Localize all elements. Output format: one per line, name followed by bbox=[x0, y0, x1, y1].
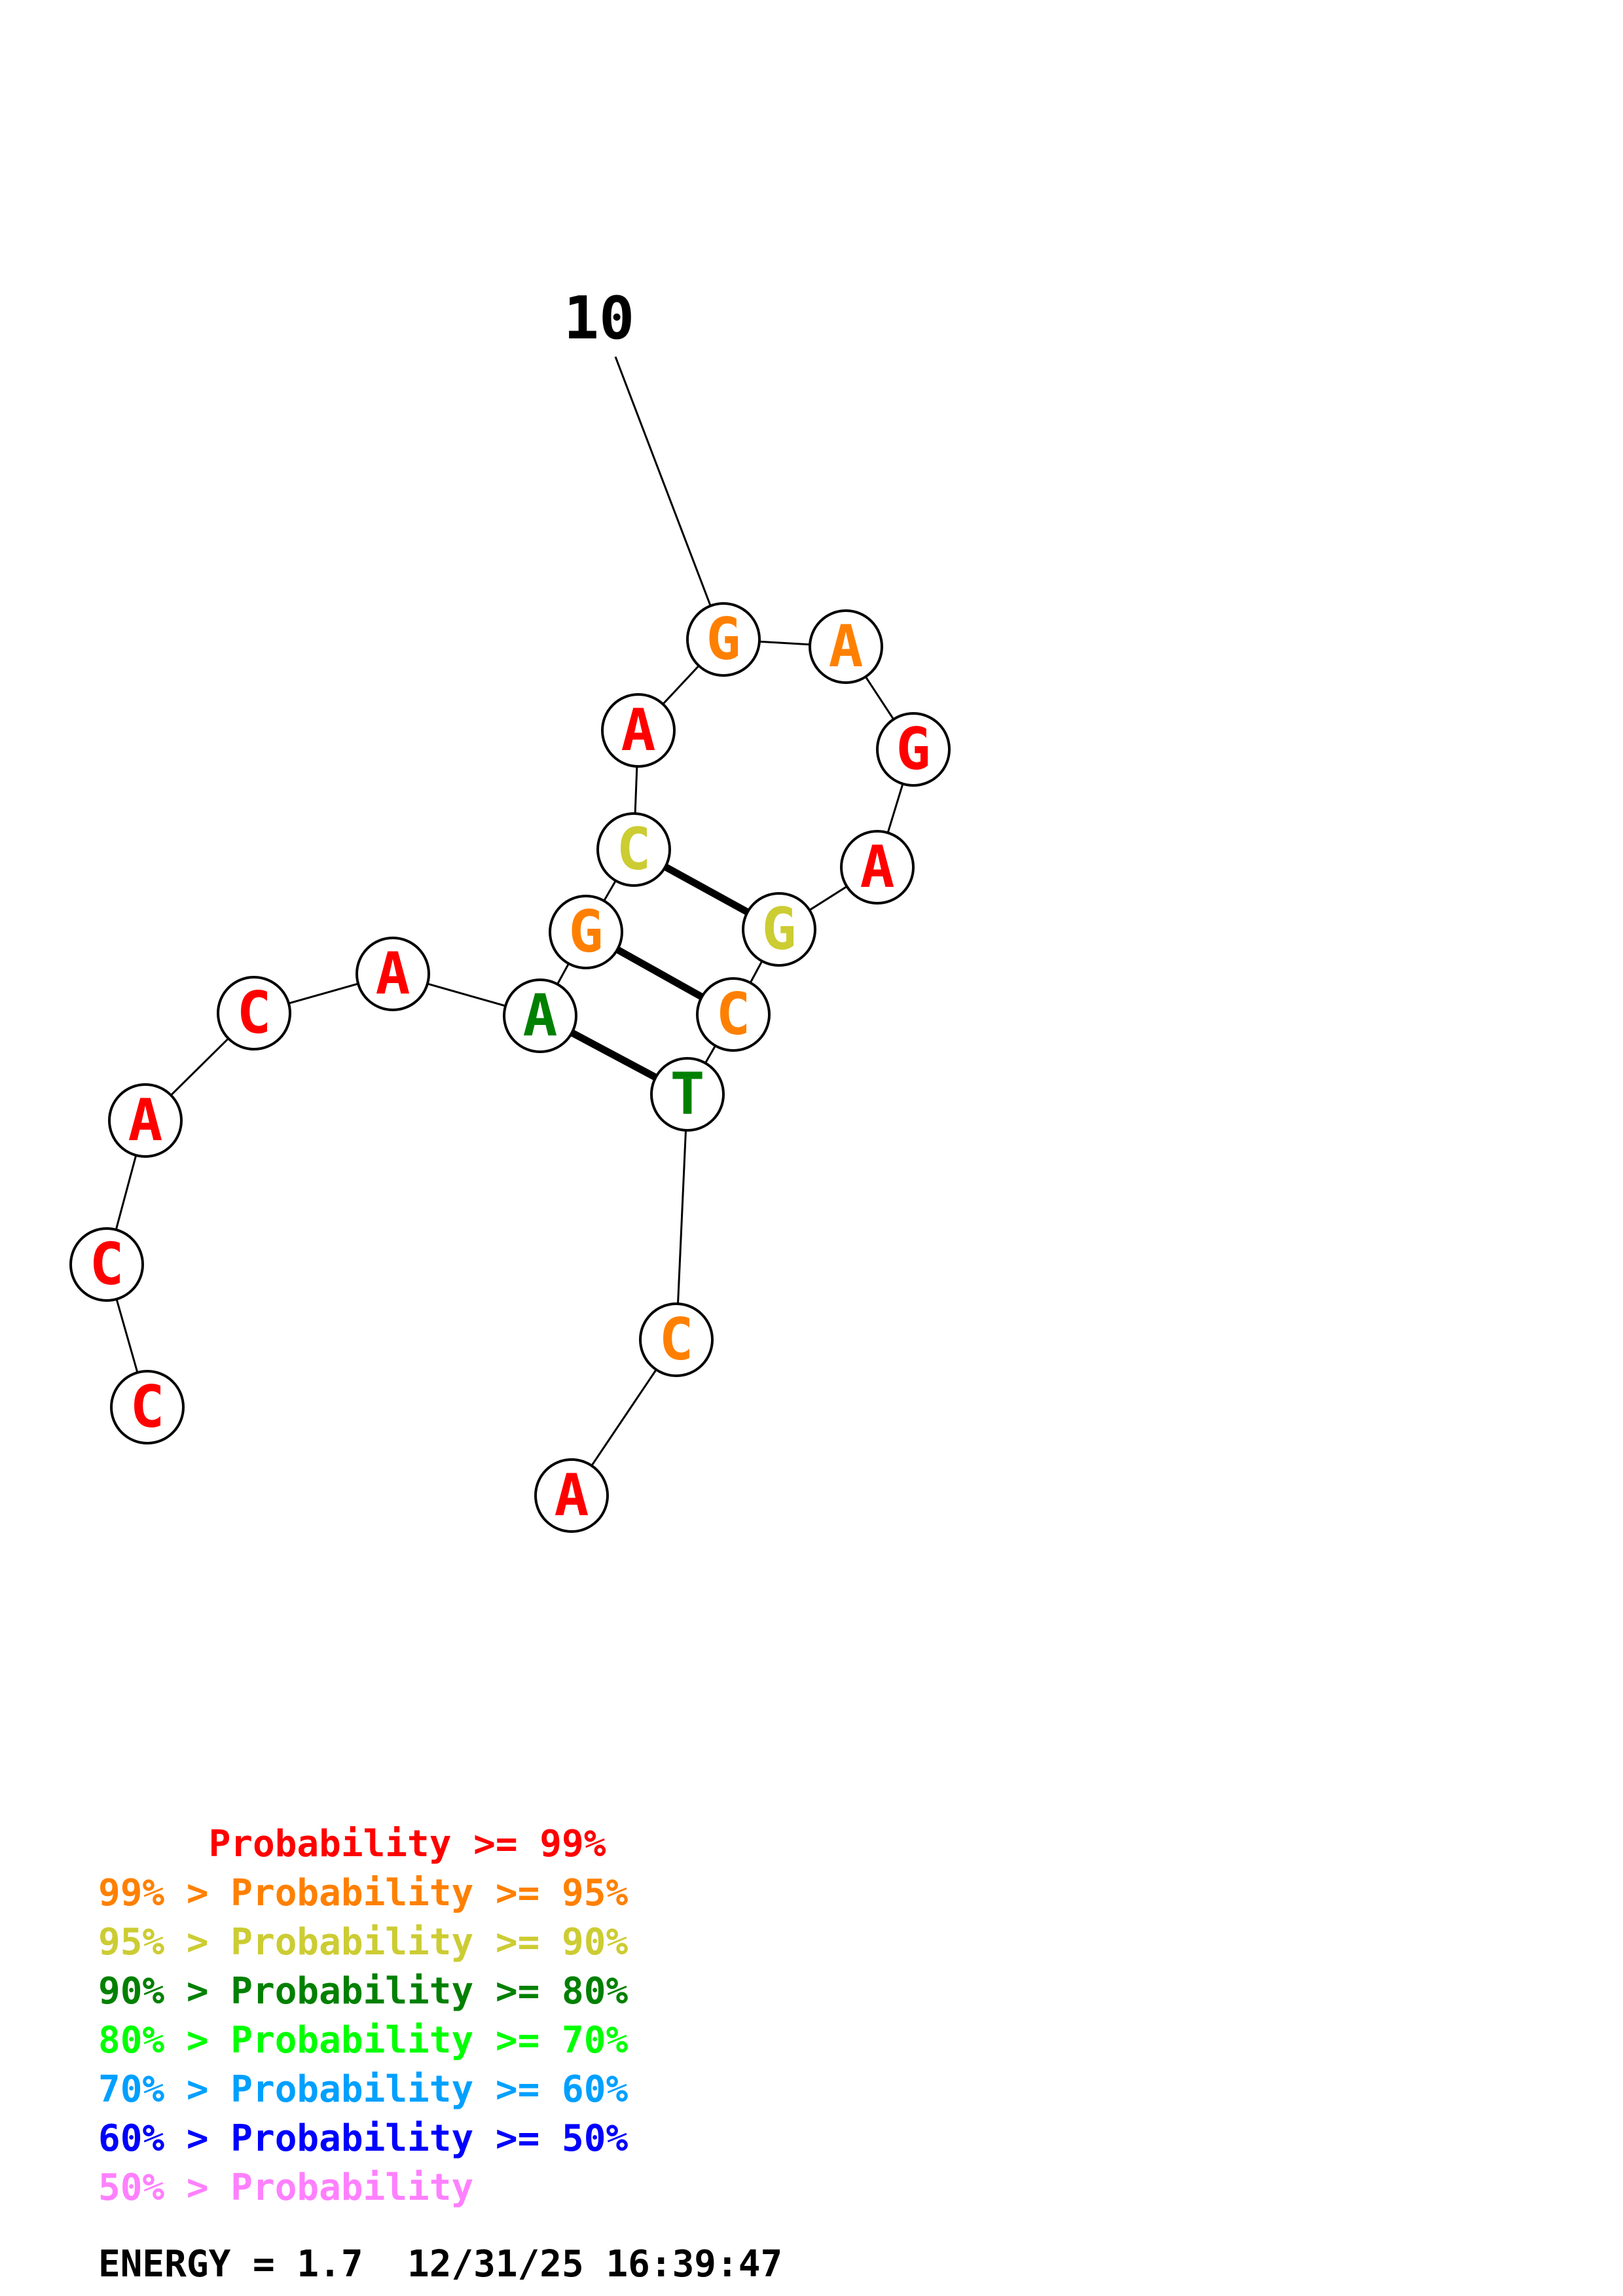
nucleotide-letter: A bbox=[523, 982, 558, 1049]
nucleotide-15: C bbox=[696, 977, 771, 1052]
nucleotide-circle bbox=[110, 1370, 185, 1444]
nucleotide-18: A bbox=[534, 1458, 609, 1533]
nucleotide-10: G bbox=[686, 602, 761, 677]
nucleotide-letter: C bbox=[617, 816, 651, 883]
nucleotide-circle bbox=[650, 1057, 725, 1132]
base-pair-line bbox=[570, 1030, 658, 1081]
nucleotide-letter: C bbox=[237, 979, 272, 1047]
nucleotide-letter: A bbox=[555, 1462, 589, 1529]
nucleotide-11: A bbox=[809, 609, 883, 684]
nucleotide-letter: G bbox=[762, 895, 797, 963]
nucleotide-circle bbox=[534, 1458, 609, 1533]
nucleotide-letter: G bbox=[896, 715, 931, 783]
nucleotide-circle bbox=[356, 937, 430, 1011]
nucleotide-letter: G bbox=[706, 605, 741, 673]
nucleotide-12: G bbox=[876, 712, 951, 787]
nucleotide-circle bbox=[639, 1302, 714, 1377]
nucleotide-2: C bbox=[69, 1227, 144, 1302]
nucleotide-letter: A bbox=[621, 696, 656, 764]
base-pair-line bbox=[663, 863, 750, 916]
nucleotide-letter: A bbox=[829, 613, 864, 680]
nucleotide-17: C bbox=[639, 1302, 714, 1377]
nucleotide-letter: C bbox=[659, 1306, 694, 1373]
nucleotide-circle bbox=[742, 892, 816, 967]
number-tick-line bbox=[614, 356, 712, 606]
backbone-segment bbox=[675, 1094, 689, 1340]
nucleotide-letter: A bbox=[860, 833, 895, 901]
nucleotide-circle bbox=[549, 895, 623, 969]
nucleotide-letter: T bbox=[670, 1060, 705, 1128]
nucleotide-7: G bbox=[549, 895, 623, 969]
nucleotide-circle bbox=[503, 978, 577, 1053]
nucleotide-4: C bbox=[217, 976, 291, 1050]
nucleotide-circle bbox=[686, 602, 761, 677]
nucleotide-letter: G bbox=[569, 898, 604, 965]
energy-readout: ENERGY = 1.7 12/31/25 16:39:47 bbox=[98, 2243, 783, 2286]
nucleotide-circle bbox=[596, 812, 671, 887]
nucleotide-9: A bbox=[601, 693, 676, 768]
base-pair-line bbox=[615, 946, 704, 1000]
nucleotide-circle bbox=[809, 609, 883, 684]
nucleotide-8: C bbox=[596, 812, 671, 887]
nucleotide-letter: C bbox=[130, 1373, 165, 1441]
nucleotide-letter: C bbox=[90, 1230, 124, 1298]
nucleotide-circle bbox=[696, 977, 771, 1052]
nucleotide-3: A bbox=[108, 1083, 183, 1158]
nucleotide-circle bbox=[217, 976, 291, 1050]
nucleotide-letter: C bbox=[716, 980, 751, 1048]
nucleotide-circle bbox=[876, 712, 951, 787]
nucleotide-5: A bbox=[356, 937, 430, 1011]
backbone-lines bbox=[105, 638, 915, 1496]
nucleotide-letter: A bbox=[128, 1086, 163, 1154]
nucleotide-16: T bbox=[650, 1057, 725, 1132]
nucleotide-circle bbox=[840, 830, 915, 905]
base-pair-lines bbox=[570, 863, 750, 1081]
nucleotide-6: A bbox=[503, 978, 577, 1053]
nucleotide-1: C bbox=[110, 1370, 185, 1444]
number-label-10: 10 bbox=[564, 284, 634, 353]
nucleotide-circle bbox=[69, 1227, 144, 1302]
nucleotide-13: A bbox=[840, 830, 915, 905]
nucleotide-circle bbox=[601, 693, 676, 768]
nucleotide-circle bbox=[108, 1083, 183, 1158]
nucleotide-14: G bbox=[742, 892, 816, 967]
nucleotide-letter: A bbox=[376, 940, 410, 1007]
